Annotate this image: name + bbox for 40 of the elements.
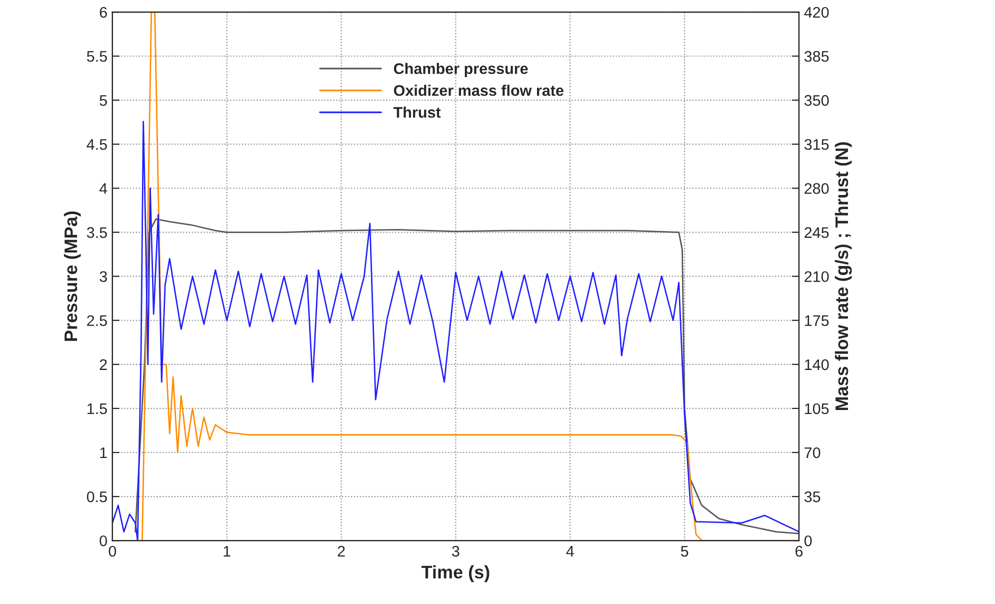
y2-tick-label: 350 [804,95,829,106]
x-tick-label: 4 [566,546,574,557]
y-tick-label: 4.5 [86,139,107,150]
y2-axis-title: Mass flow rate (g/s) ; Thrust (N) [834,142,852,410]
y-tick-label: 2 [100,359,107,370]
y-axis-title: Pressure (MPa) [64,211,81,341]
x-tick-label: 0 [108,546,116,557]
y2-tick-label: 140 [805,359,829,370]
x-tick-label: 2 [338,546,345,557]
y-tick-label: 6 [100,6,107,18]
y2-tick-label: 385 [804,50,829,62]
y-tick-label: 5.5 [86,51,107,62]
legend-label: Oxidizer mass flow rate [394,84,564,96]
y2-tick-label: 70 [804,447,820,458]
x-tick-label: 1 [224,546,230,557]
y-tick-label: 4 [99,183,108,194]
line-series [134,218,799,534]
y2-tick-label: 245 [804,227,829,238]
y-tick-label: 1 [100,448,107,458]
y2-tick-label: 210 [804,271,829,282]
y-tick-label: 5 [100,95,107,106]
y-tick-label: 1.5 [88,403,107,414]
y2-tick-label: 105 [805,403,829,414]
y-tick-label: 3.5 [86,227,107,238]
y-tick-label: 3 [100,271,107,282]
legend-label: Thrust [393,106,441,118]
y2-tick-label: 175 [805,315,829,326]
x-tick-label: 6 [796,546,803,557]
legend-label: Chamber pressure [394,62,528,78]
y-tick-label: 2.5 [87,315,107,326]
y2-tick-label: 35 [804,491,820,502]
x-axis-title: Time (s) [421,565,490,582]
y-tick-label: 0.5 [86,491,107,502]
y2-tick-label: 420 [804,6,829,18]
y-tick-label: 0 [100,535,107,546]
y2-tick-label: 0 [804,535,812,546]
y2-tick-label: 280 [804,183,829,194]
y2-tick-label: 315 [804,139,829,150]
x-tick-label: 5 [680,546,688,557]
x-tick-label: 3 [452,546,460,557]
